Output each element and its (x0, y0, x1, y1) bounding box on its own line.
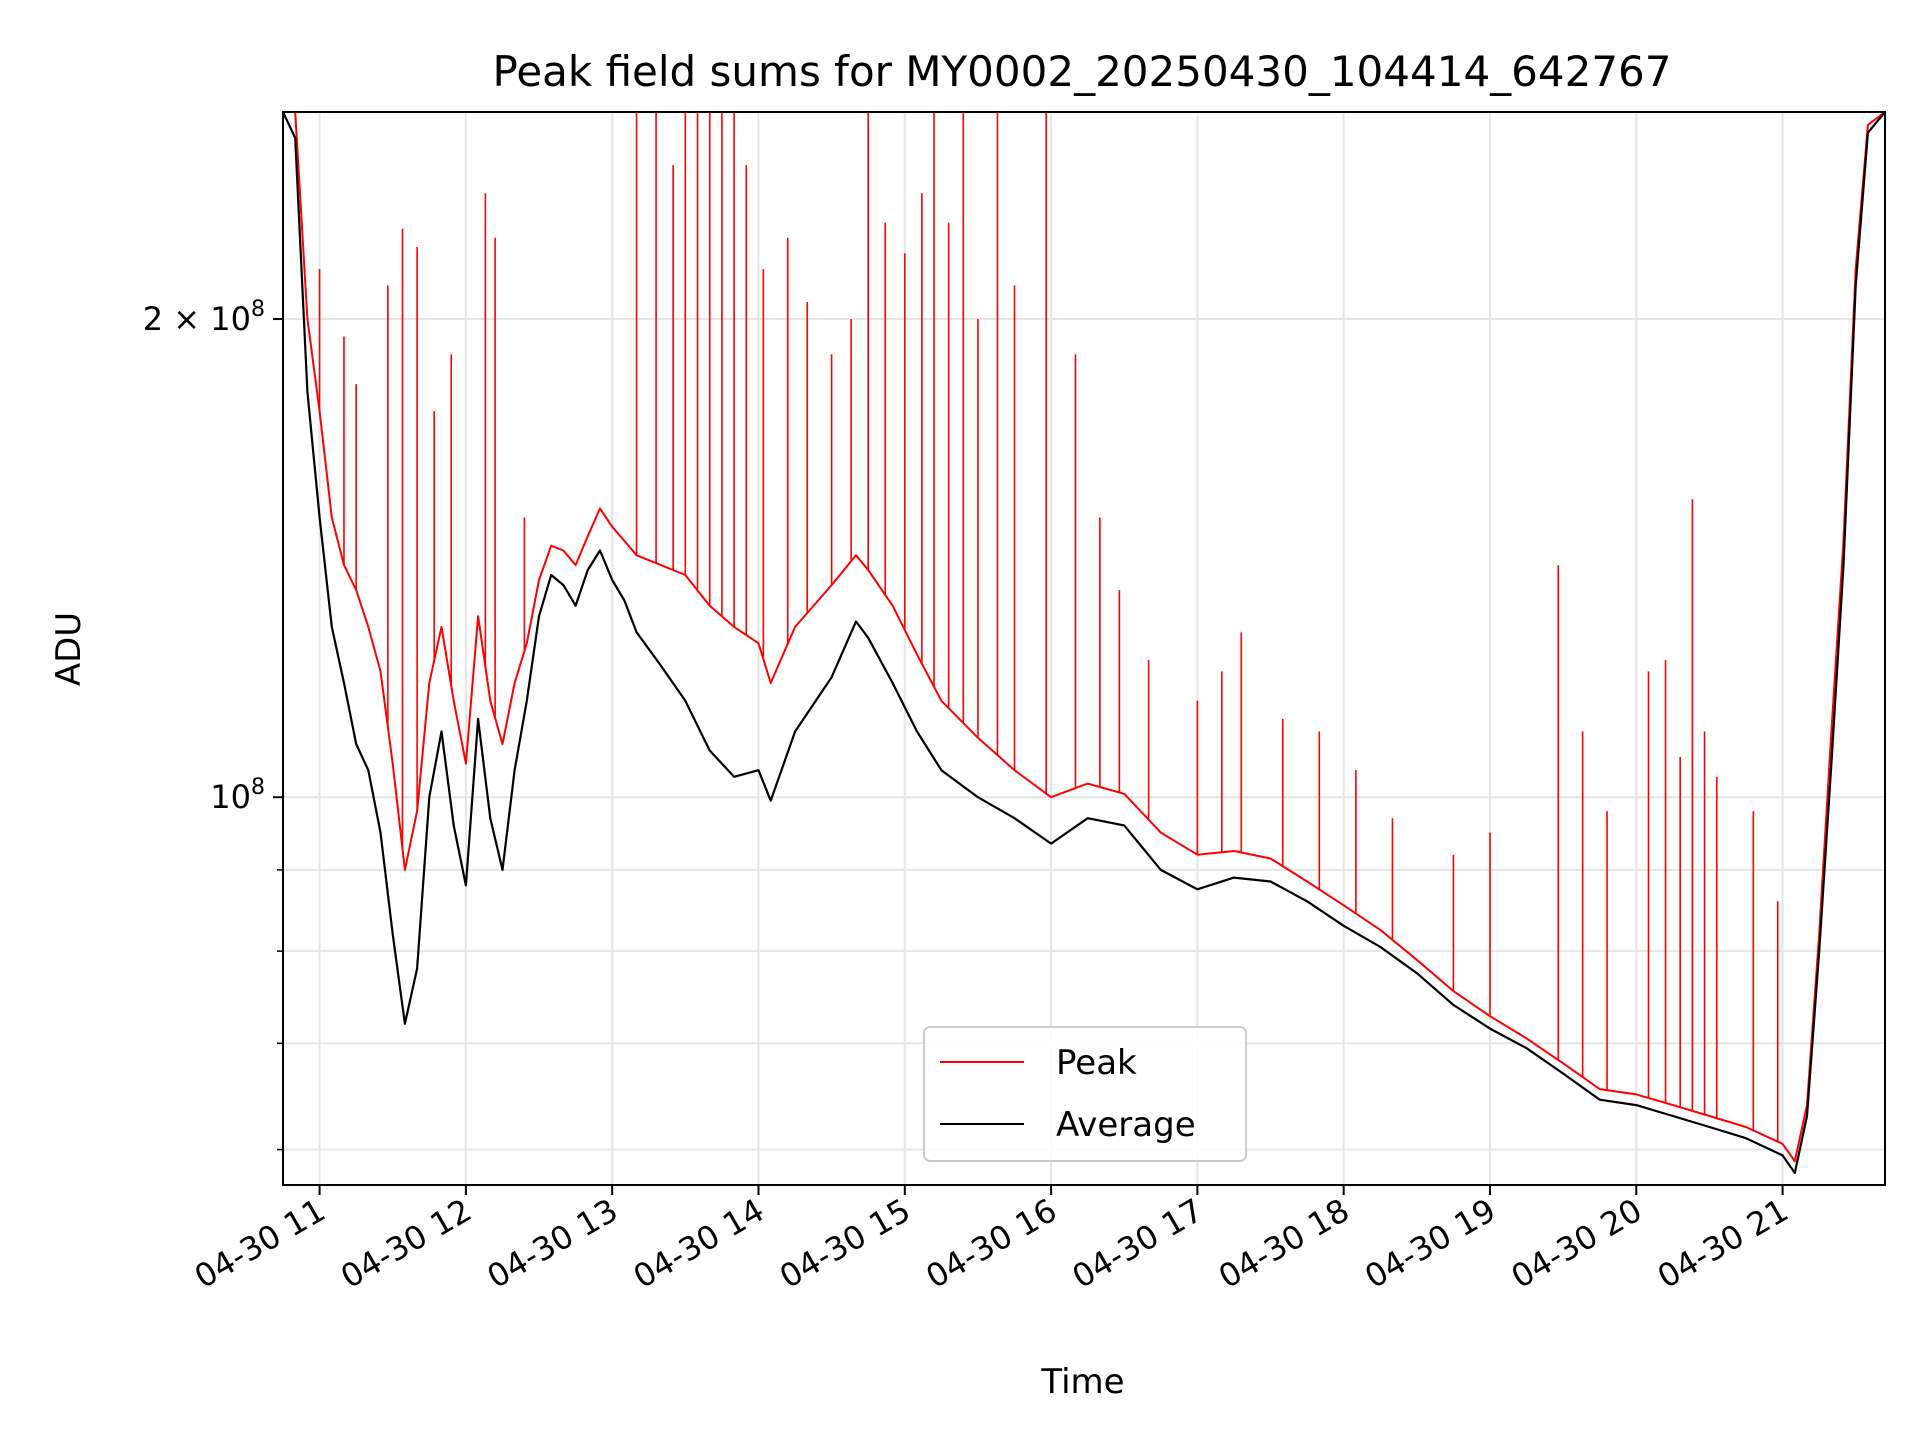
plot-frame (282, 111, 1886, 1186)
legend: Peak Average (923, 1026, 1247, 1162)
series-line-average (283, 112, 1885, 1175)
y-tick-label-exponent: 8 (251, 297, 265, 322)
legend-label-average: Average (1056, 1105, 1196, 1145)
legend-box (923, 1026, 1247, 1162)
chart-title: Peak field sums for MY0002_20250430_1044… (492, 47, 1671, 96)
y-tick-label-exponent: 8 (251, 775, 265, 800)
y-axis-label: ADU (49, 612, 89, 686)
legend-label-peak: Peak (1056, 1043, 1137, 1083)
y-tick-label-base: 2 × 10 (143, 300, 251, 338)
series-layer (283, 112, 1885, 1175)
grid (283, 112, 1885, 1185)
x-axis-label: Time (1040, 1362, 1124, 1402)
y-tick-label-base: 10 (210, 778, 251, 816)
y-tick-label: 2 × 108 (143, 297, 265, 338)
series-line-peak (283, 112, 1885, 1163)
y-tick-label: 108 (210, 775, 265, 816)
